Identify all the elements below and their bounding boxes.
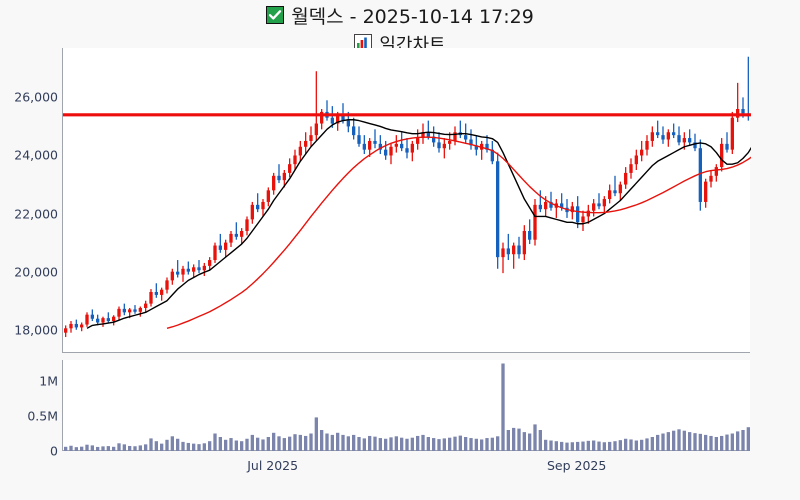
price-plot <box>63 56 751 338</box>
price-tick-label: 26,000 <box>14 89 58 105</box>
volume-tick-label: 0 <box>50 443 58 459</box>
price-tick-label: 18,000 <box>14 322 58 338</box>
chart-title-text: 월덱스 - 2025-10-14 17:29 <box>291 6 534 28</box>
volume-panel[interactable] <box>62 360 750 451</box>
chart-title: 월덱스 - 2025-10-14 17:29 <box>0 2 800 29</box>
bar-chart-icon <box>354 34 373 57</box>
x-tick-label: Jul 2025 <box>247 458 299 473</box>
candle-series <box>64 56 750 338</box>
price-tick-label: 24,000 <box>14 147 58 163</box>
volume-tick-label: 0.5M <box>27 408 58 424</box>
price-y-axis: 18,000 20,000 22,000 24,000 26,000 <box>0 0 58 500</box>
price-tick-label: 22,000 <box>14 206 58 222</box>
price-tick-label: 20,000 <box>14 264 58 280</box>
volume-series <box>64 363 750 451</box>
green-check-icon <box>266 6 285 29</box>
ma-line-1 <box>86 119 751 329</box>
volume-tick-label: 1M <box>39 373 58 389</box>
x-tick-label: Sep 2025 <box>546 458 607 473</box>
volume-plot <box>64 363 750 451</box>
ma-line-2 <box>166 136 751 329</box>
price-panel[interactable] <box>62 48 751 353</box>
